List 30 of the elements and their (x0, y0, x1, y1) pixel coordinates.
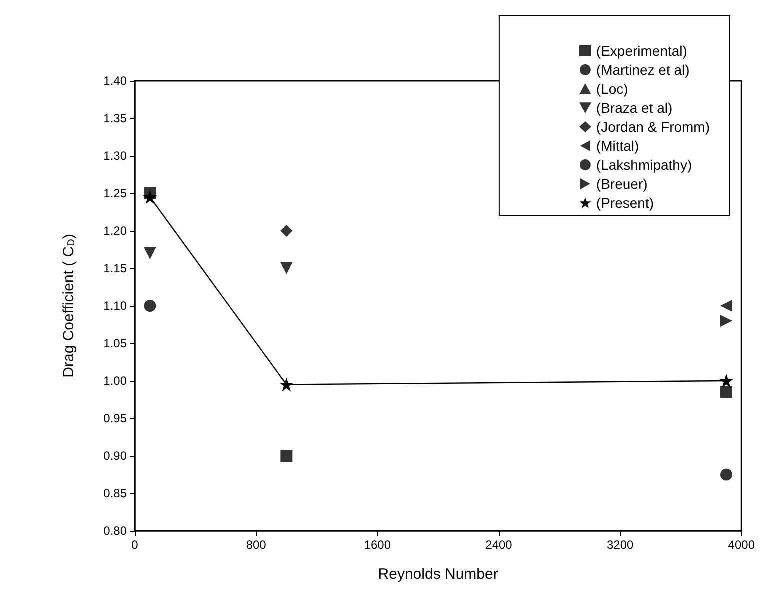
x-tick-label: 0 (132, 538, 139, 552)
y-tick-label: 1.05 (104, 336, 128, 350)
y-tick-label: 1.30 (104, 149, 128, 163)
legend-label: (Lakshmipathy) (596, 157, 692, 173)
y-tick-label: 1.15 (104, 262, 128, 276)
legend-label: (Experimental) (596, 43, 688, 59)
x-tick-label: 2400 (486, 538, 513, 552)
y-tick-label: 1.10 (104, 299, 128, 313)
legend-label: (Present) (596, 195, 654, 211)
y-tick-label: 0.80 (104, 524, 128, 538)
x-tick-label: 1600 (364, 538, 392, 552)
x-tick-label: 3200 (606, 538, 634, 552)
legend-label: (Mittal) (596, 138, 640, 154)
y-tick-label: 1.35 (104, 112, 128, 126)
legend-label: (Breuer) (596, 176, 648, 192)
y-tick-label: 1.20 (104, 224, 128, 238)
x-tick-label: 800 (246, 538, 267, 552)
x-axis-title: Reynolds Number (378, 566, 498, 583)
y-axis-title: Drag Coefficient ( CD) (60, 234, 78, 378)
y-tick-label: 0.85 (104, 486, 128, 500)
legend-label: (Martinez et al) (596, 62, 690, 78)
legend-label: (Braza et al) (596, 100, 673, 116)
legend-label: (Loc) (596, 81, 628, 97)
legend-label: (Jordan & Fromm) (596, 119, 710, 135)
y-tick-label: 0.90 (104, 449, 128, 463)
x-tick-label: 4000 (728, 538, 756, 552)
y-tick-label: 1.40 (104, 74, 128, 88)
y-tick-label: 1.25 (104, 186, 128, 200)
y-tick-label: 0.95 (104, 412, 128, 426)
y-tick-label: 1.00 (104, 374, 128, 388)
